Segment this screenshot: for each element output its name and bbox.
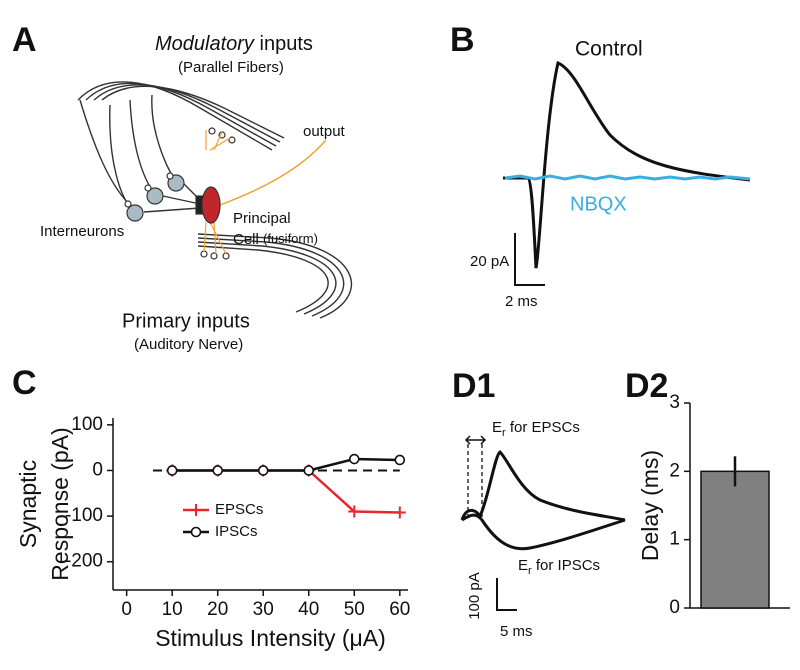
data-point	[348, 505, 361, 518]
label: inputs	[260, 33, 313, 55]
label: Principal	[233, 210, 291, 227]
scale-label: 2 ms	[505, 293, 538, 310]
data-point	[257, 465, 269, 476]
label: Control	[575, 38, 643, 61]
x-tick-label: 10	[162, 599, 183, 620]
scale-bar	[514, 233, 545, 286]
y-tick-label: -200	[65, 551, 103, 572]
label: E	[518, 557, 528, 574]
y-axis-label: Response (pA)	[47, 427, 73, 580]
label: (Auditory Nerve)	[134, 336, 243, 353]
series-line	[172, 469, 400, 514]
x-tick-label: 30	[253, 599, 274, 620]
scale-label: 100 pA	[466, 572, 483, 620]
label: for IPSCs	[536, 557, 600, 574]
data-point	[166, 465, 178, 476]
trace-control	[503, 60, 751, 269]
y-tick-label: -100	[65, 505, 103, 526]
data-point	[393, 506, 406, 519]
y-axis-label: Synaptic	[15, 460, 41, 548]
y-tick-label: 2	[669, 460, 680, 481]
label: r	[502, 427, 506, 439]
label: for EPSCs	[510, 419, 580, 436]
x-axis-label: Stimulus Intensity (μA)	[155, 625, 386, 651]
scale-label: 20 pA	[470, 253, 509, 270]
scale-bar	[496, 578, 517, 611]
marker-lines	[467, 444, 483, 517]
neurons	[124, 127, 327, 260]
label: Modulatory inputs	[155, 33, 313, 55]
data-point	[394, 454, 406, 466]
data-point	[212, 465, 224, 476]
arrow	[464, 435, 487, 445]
trace-ipsc	[461, 513, 626, 551]
panel-label: D2	[625, 367, 668, 405]
y-tick-label: 100	[71, 414, 103, 435]
scale-label: 5 ms	[500, 623, 533, 640]
x-tick-label: 0	[121, 599, 132, 620]
label: Modulatory	[155, 33, 255, 55]
x-tick-label: 20	[207, 599, 228, 620]
panel-label: A	[12, 21, 37, 59]
panel-label: B	[450, 21, 475, 59]
trace-nbqx	[504, 174, 751, 181]
label: output	[303, 123, 346, 140]
y-tick-label: 1	[669, 529, 680, 550]
legend-label: EPSCs	[215, 501, 263, 518]
trace-epsc	[460, 450, 626, 522]
data-point	[348, 453, 360, 465]
data-point	[303, 465, 315, 476]
label: NBQX	[570, 193, 627, 215]
label: Cell (fusiform)	[233, 231, 318, 248]
label: r	[528, 565, 532, 577]
label: (fusiform)	[263, 231, 318, 246]
legend-marker	[190, 526, 202, 538]
x-tick-label: 40	[298, 599, 319, 620]
x-tick-label: 60	[389, 599, 410, 620]
series-line	[172, 457, 400, 472]
legend-label: IPSCs	[215, 523, 258, 540]
label: Er for IPSCs	[518, 557, 600, 579]
y-tick-label: 0	[669, 597, 680, 618]
label: Er for EPSCs	[492, 419, 580, 441]
label: (Parallel Fibers)	[178, 59, 284, 76]
label: Interneurons	[40, 223, 124, 240]
label: E	[492, 419, 502, 436]
y-tick-label: 0	[92, 459, 103, 480]
x-tick-label: 50	[344, 599, 365, 620]
panel-label: D1	[452, 367, 495, 405]
label: Primary inputs	[122, 310, 250, 332]
panel-label: C	[12, 364, 37, 402]
bar	[700, 470, 770, 609]
y-axis-label: Delay (ms)	[637, 450, 663, 561]
label: Cell	[233, 231, 259, 248]
y-tick-label: 3	[669, 392, 680, 413]
